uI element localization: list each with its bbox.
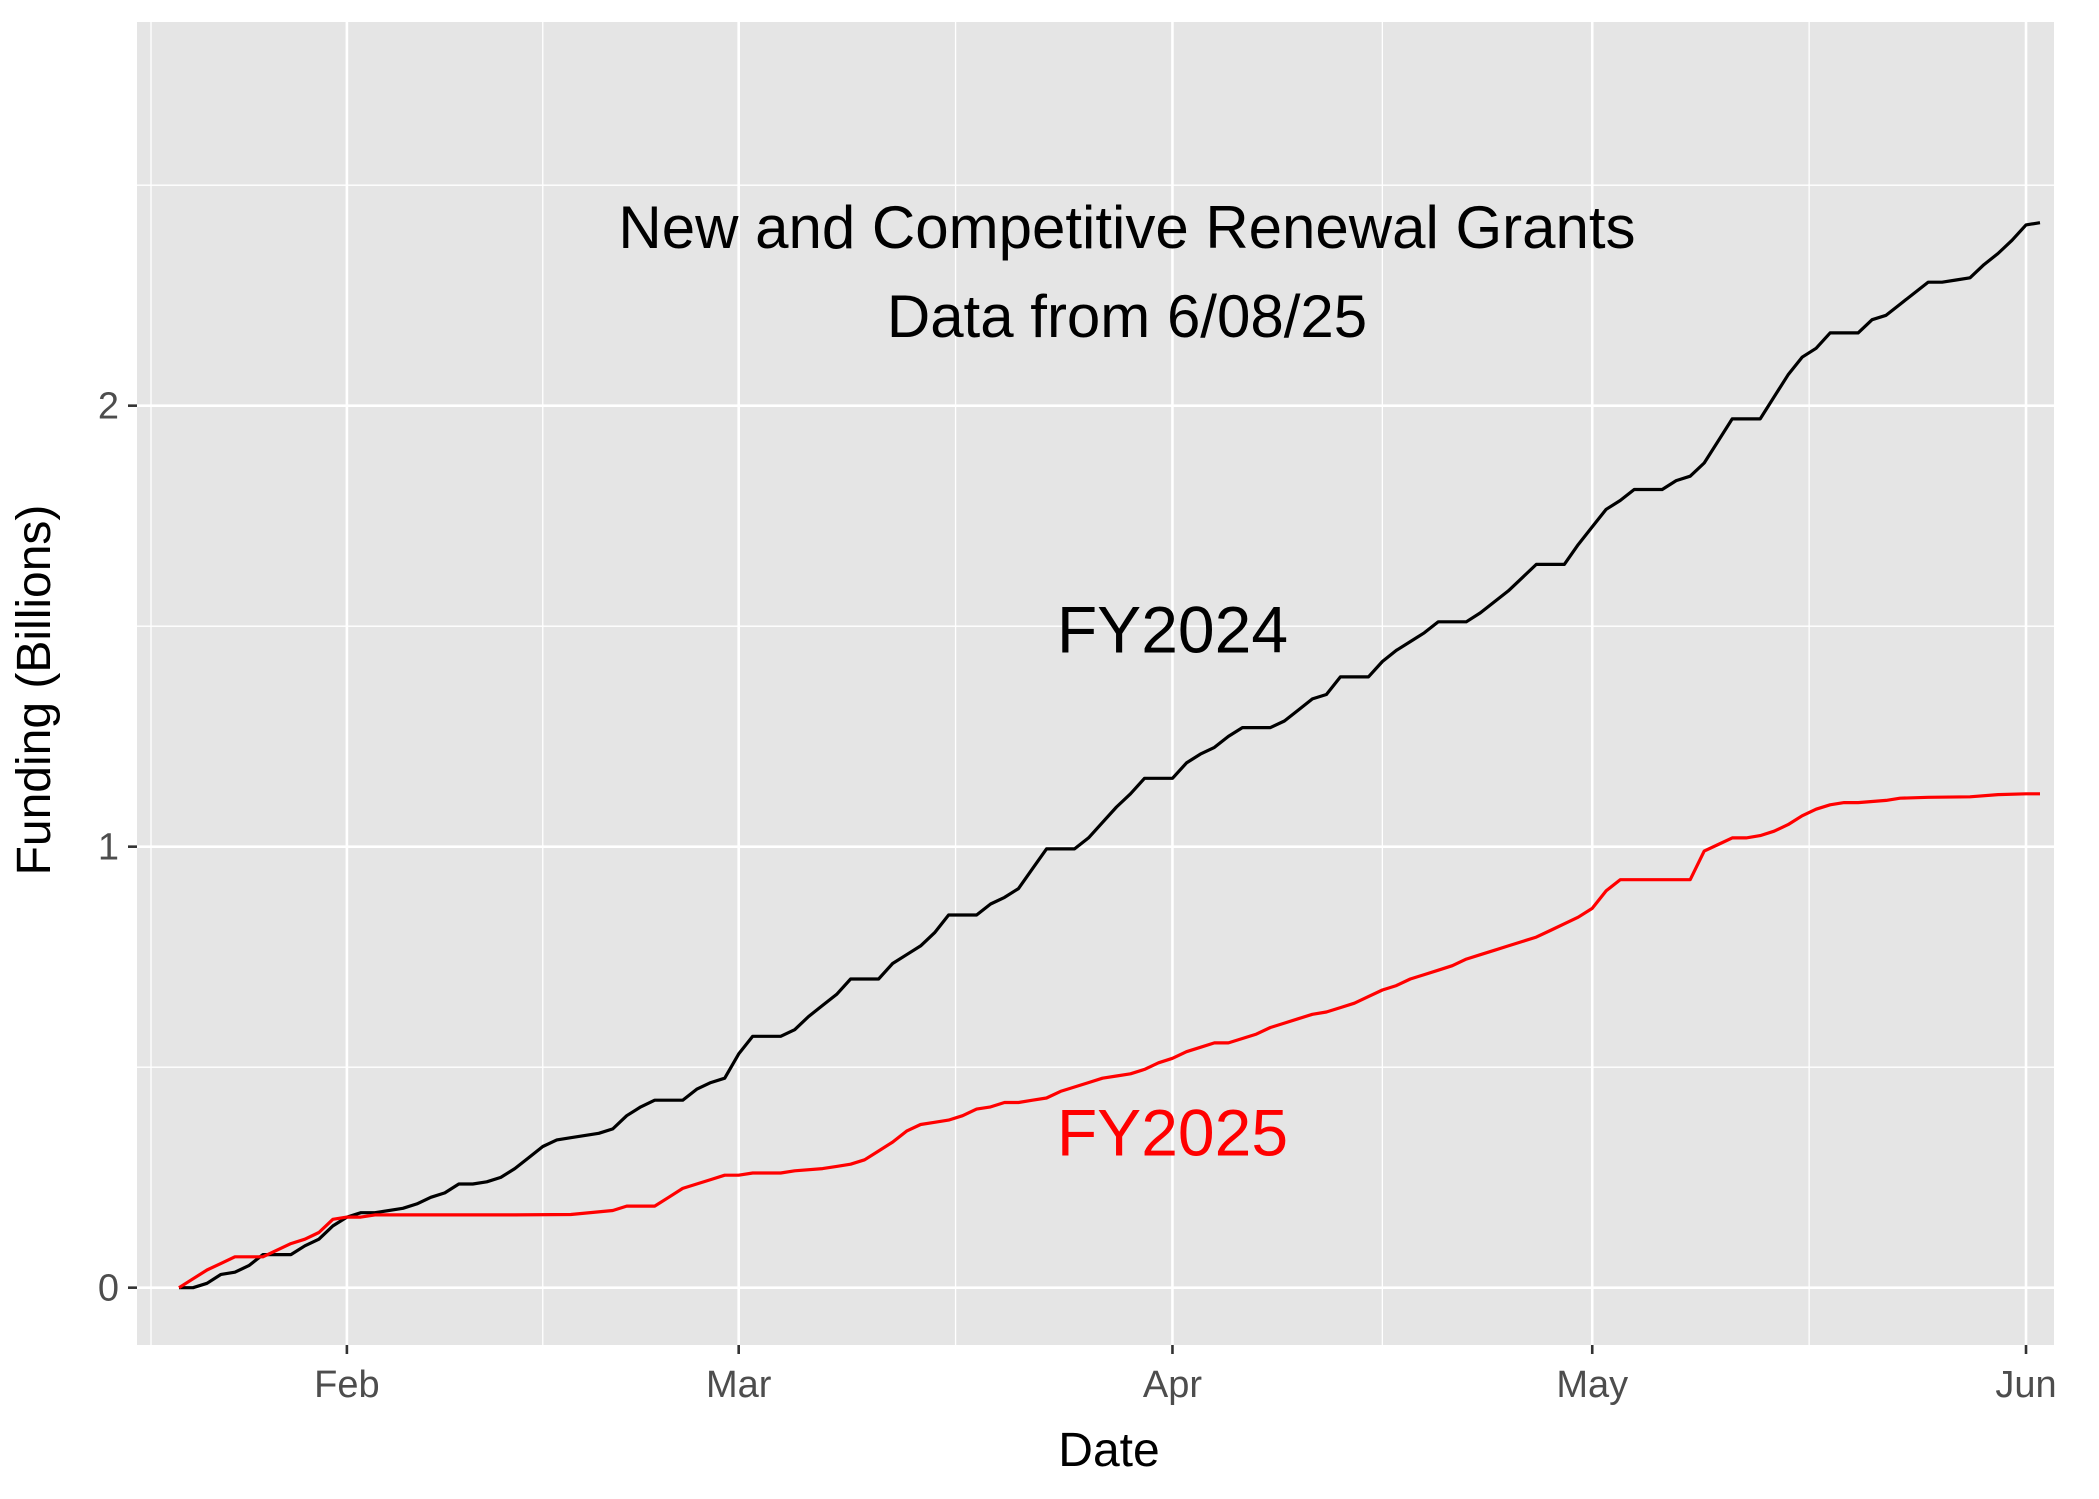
y-tick-label: 0 [98,1268,119,1310]
series-label-fy2025: FY2025 [1057,1095,1288,1169]
x-tick-label: Feb [314,1364,379,1406]
annotation-line-1: New and Competitive Renewal Grants [618,194,1635,261]
series-labels: FY2024 FY2025 [1057,593,1288,1170]
x-tick-label: Mar [706,1364,772,1406]
x-tick-label: Jun [1995,1364,2056,1406]
y-tick-label: 1 [98,827,119,869]
x-axis-title: Date [1058,1424,1159,1477]
x-tick-label: May [1556,1364,1628,1406]
series-line-fy2024 [179,221,2041,1290]
series-line-fy2025 [178,792,2040,1290]
series-lines [178,221,2041,1290]
plot-panel [137,22,2054,1345]
x-tick-label: Apr [1143,1364,1202,1406]
series-label-fy2024: FY2024 [1057,593,1288,667]
y-tick-label: 2 [98,386,119,428]
x-tick-labels: Feb Mar Apr May Jun [314,1364,2057,1406]
y-tick-labels: 0 1 2 [98,386,119,1310]
y-axis-title: Funding (Billions) [8,505,61,876]
minor-gridlines [137,22,2054,1345]
major-gridlines [137,22,2054,1345]
annotation-line-2: Data from 6/08/25 [887,283,1367,350]
axis-ticks [128,404,2028,1354]
